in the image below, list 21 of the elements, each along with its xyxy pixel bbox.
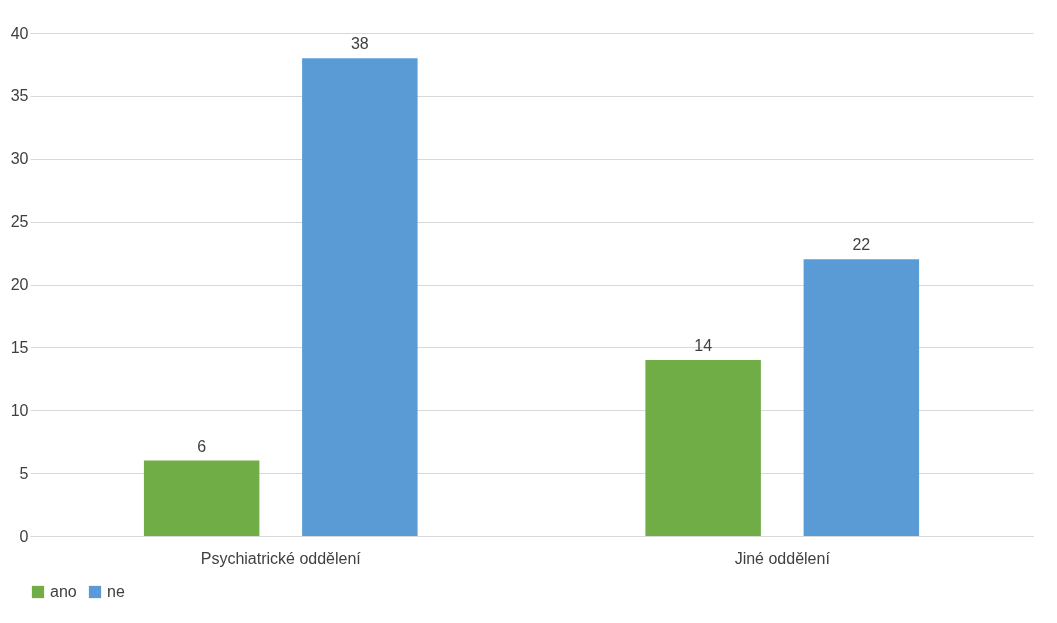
- data-label: 6: [197, 437, 207, 455]
- bar: [143, 460, 260, 536]
- data-label: 14: [694, 336, 713, 354]
- legend-label: ne: [107, 583, 125, 600]
- y-tick-label: 20: [10, 276, 29, 293]
- y-tick-label: 35: [10, 87, 29, 105]
- y-tick-label: 15: [10, 338, 29, 356]
- x-tick-label: Jiné oddělení: [734, 549, 831, 567]
- data-label: 22: [852, 236, 871, 254]
- y-tick-label: 30: [10, 150, 29, 168]
- y-tick-label: 40: [10, 24, 29, 42]
- legend-label: ano: [50, 583, 77, 600]
- y-tick-label: 5: [19, 464, 29, 482]
- y-tick-label: 25: [10, 213, 29, 231]
- data-label: 38: [350, 35, 369, 53]
- bar: [803, 259, 920, 536]
- y-tick-label: 0: [19, 527, 29, 545]
- x-tick-label: Psychiatrické oddělení: [200, 549, 362, 567]
- bar: [645, 359, 761, 536]
- bar: [302, 58, 418, 536]
- y-tick-label: 10: [10, 401, 29, 419]
